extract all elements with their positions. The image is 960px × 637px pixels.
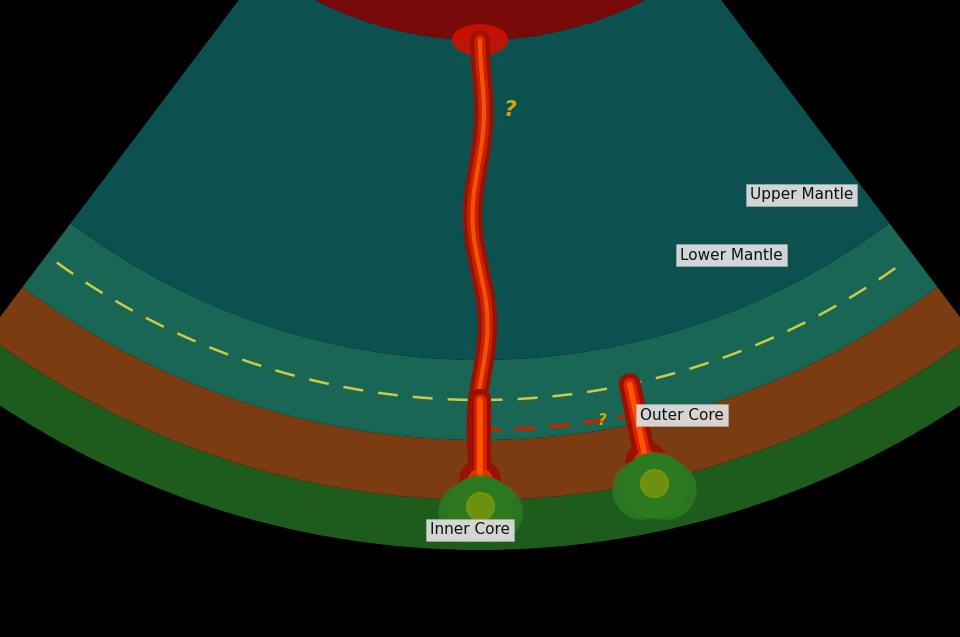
Wedge shape: [71, 0, 889, 360]
Point: [460, 507, 475, 517]
Point: [472, 503, 488, 513]
Text: ?: ?: [504, 100, 516, 120]
Text: Outer Core: Outer Core: [640, 408, 724, 422]
Point: [472, 501, 488, 511]
Point: [484, 507, 499, 517]
Wedge shape: [263, 0, 697, 40]
Point: [640, 474, 656, 484]
Text: ?: ?: [598, 413, 607, 428]
Point: [652, 474, 667, 484]
Text: Upper Mantle: Upper Mantle: [750, 187, 853, 203]
Point: [628, 408, 643, 419]
Point: [646, 480, 661, 490]
Point: [658, 483, 673, 494]
Point: [634, 483, 649, 494]
Wedge shape: [0, 335, 960, 550]
Wedge shape: [0, 287, 960, 500]
Ellipse shape: [452, 25, 508, 55]
Wedge shape: [23, 223, 937, 440]
Text: Inner Core: Inner Core: [430, 522, 510, 538]
Point: [467, 497, 482, 507]
Point: [478, 497, 493, 507]
Point: [646, 478, 661, 488]
Text: Lower Mantle: Lower Mantle: [680, 248, 782, 262]
